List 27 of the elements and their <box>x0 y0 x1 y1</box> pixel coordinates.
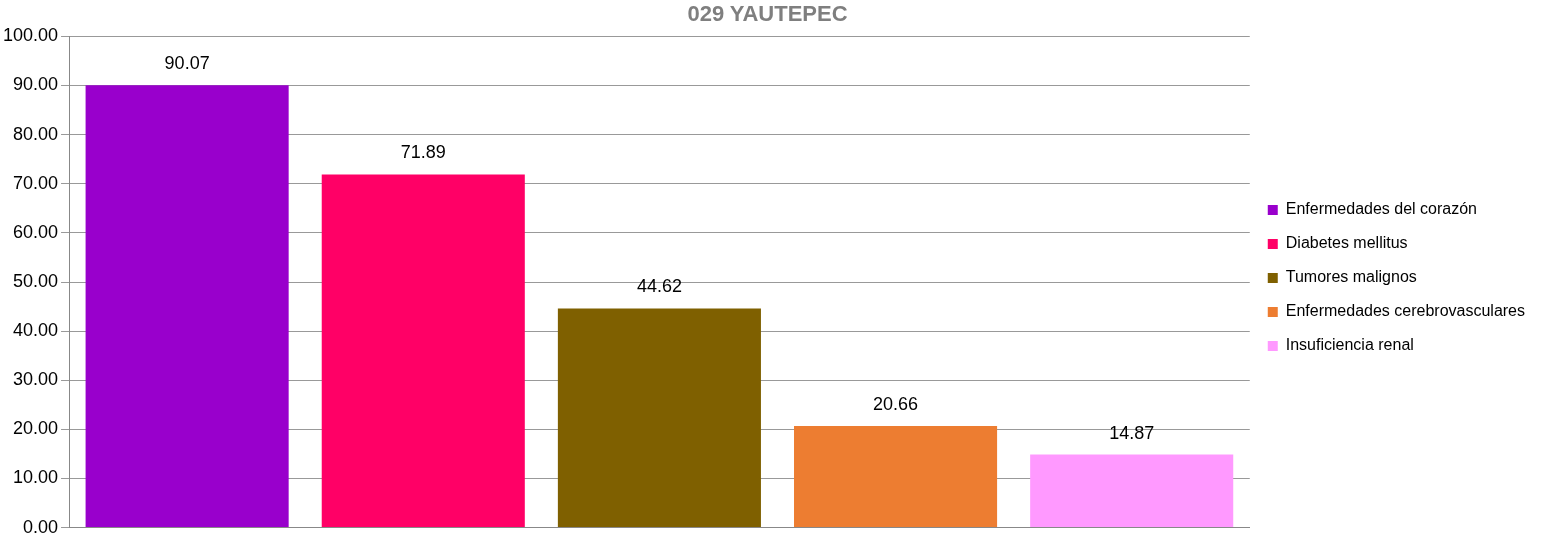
data-label: 14.87 <box>1109 422 1155 443</box>
y-tick-label: 10.00 <box>13 467 59 488</box>
y-tick-label: 20.00 <box>13 418 59 439</box>
y-tick-label: 70.00 <box>13 172 59 193</box>
bar <box>321 174 525 528</box>
y-tick-label: 100.00 <box>2 25 59 46</box>
data-label: 20.66 <box>873 394 919 415</box>
y-tick-label: 60.00 <box>13 221 59 242</box>
bar <box>794 426 998 528</box>
data-label: 44.62 <box>636 276 682 297</box>
chart-title: 029 YAUTEPEC <box>687 1 848 27</box>
y-tick-label: 40.00 <box>13 320 59 341</box>
data-label: 90.07 <box>164 53 210 74</box>
legend-label: Insuficiencia renal <box>1285 336 1414 354</box>
legend-label: Enfermedades cerebrovasculares <box>1285 302 1525 320</box>
y-tick-label: 50.00 <box>13 270 59 291</box>
legend-label: Enfermedades del corazón <box>1285 200 1477 218</box>
y-tick-label: 0.00 <box>23 516 59 537</box>
legend-label: Diabetes mellitus <box>1285 234 1408 252</box>
data-label: 71.89 <box>400 142 446 163</box>
legend-label: Tumores malignos <box>1285 268 1417 286</box>
bar <box>557 308 761 528</box>
y-tick-label: 80.00 <box>13 123 59 144</box>
y-tick-label: 30.00 <box>13 369 59 390</box>
bar <box>85 85 289 528</box>
y-tick-label: 90.00 <box>13 74 59 95</box>
bar <box>1030 454 1234 528</box>
